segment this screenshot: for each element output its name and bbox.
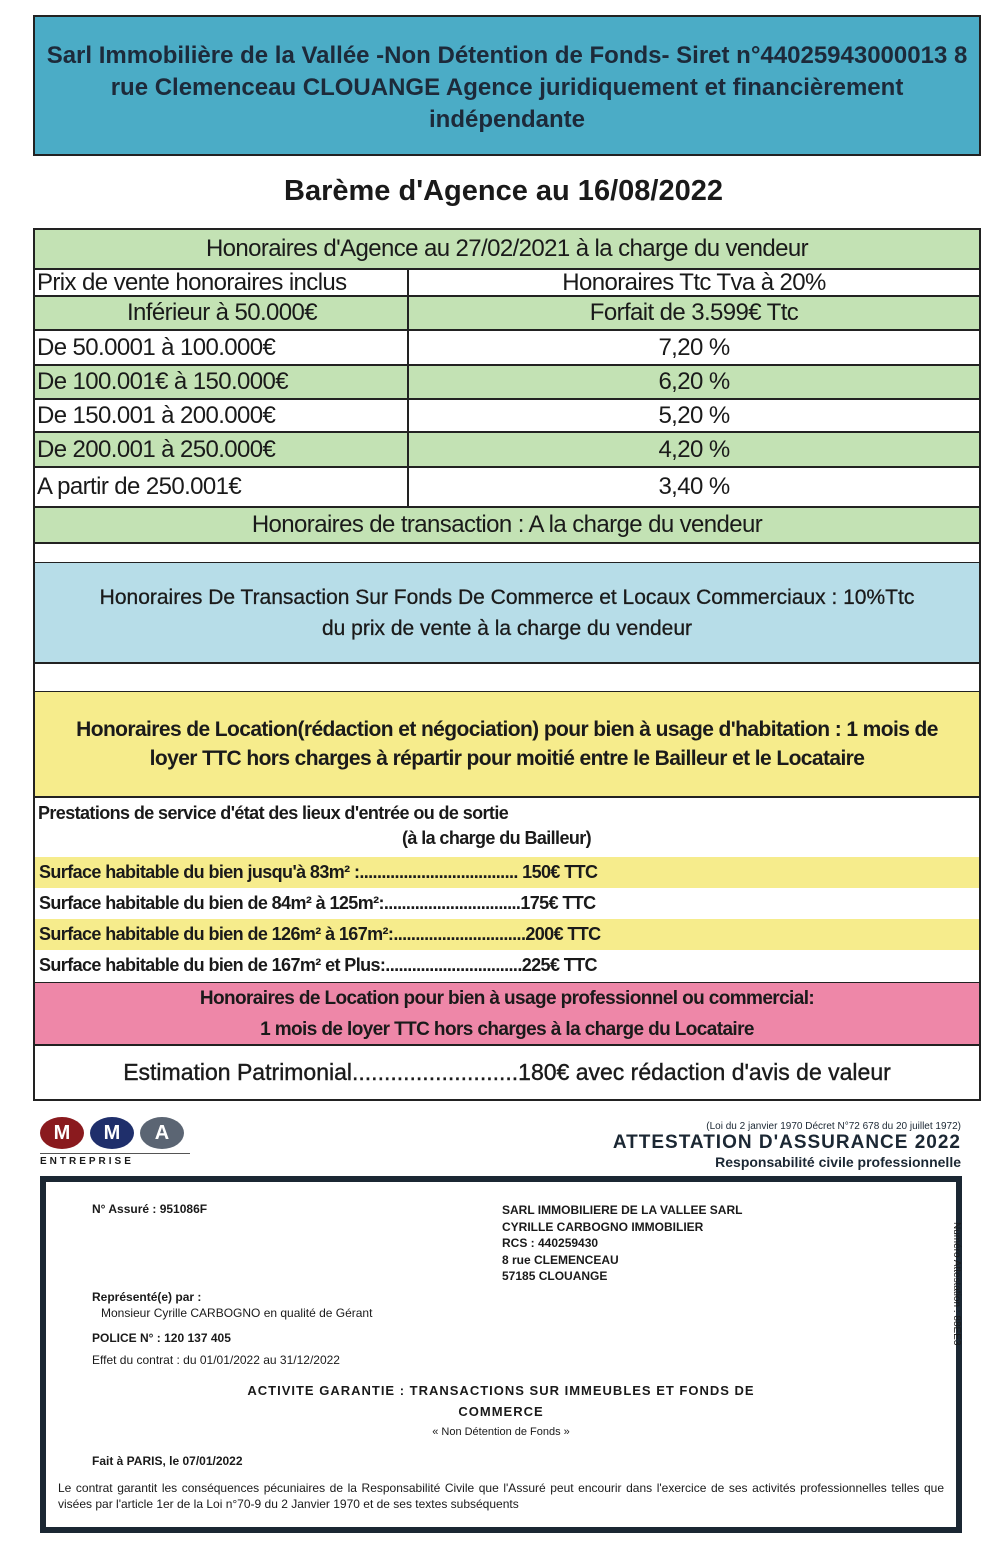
range-cell: De 200.001 à 250.000€: [35, 433, 409, 466]
attestation-number: Numéro Attestation : 88EE3: [951, 1222, 962, 1346]
fee-cell: 3,40 %: [658, 473, 730, 500]
company-line: 8 rue CLEMENCEAU: [502, 1252, 619, 1267]
table-row: De 50.0001 à 100.000€ 7,20 %: [35, 331, 979, 366]
range-cell: De 50.0001 à 100.000€: [35, 331, 409, 364]
signature-date: Fait à PARIS, le 07/01/2022: [92, 1454, 243, 1468]
rental-line: Honoraires de Location(rédaction et négo…: [76, 718, 938, 741]
table-row: De 100.001€ à 150.000€ 6,20 %: [35, 366, 979, 400]
company-line: SARL IMMOBILIERE DE LA VALLEE SARL: [502, 1203, 743, 1217]
activity-line: ACTIVITE GARANTIE : TRANSACTIONS SUR IMM…: [247, 1383, 755, 1398]
fee-cell: Forfait de 3.599€ Ttc: [589, 299, 799, 326]
table-row: Inférieur à 50.000€ Forfait de 3.599€ Ttc: [35, 297, 979, 331]
header-line: indépendante: [428, 106, 585, 133]
service-item: Surface habitable du bien de 84m² à 125m…: [39, 893, 596, 913]
agency-header: Sarl Immobilière de la Vallée -Non Déten…: [33, 15, 981, 156]
contract-period: Effet du contrat : du 01/01/2022 au 31/1…: [92, 1353, 340, 1367]
professional-rental-fees: Honoraires de Location pour bien à usage…: [33, 983, 981, 1046]
logo-letter: A: [140, 1117, 184, 1149]
activity-line: COMMERCE: [458, 1404, 544, 1419]
column-header: Honoraires Ttc Tva à 20%: [562, 268, 826, 296]
column-header: Prix de vente honoraires inclus: [35, 269, 409, 296]
range-cell: De 150.001 à 200.000€: [35, 400, 409, 431]
services-subtitle: (à la charge du Bailleur): [402, 828, 592, 848]
range-cell: Inférieur à 50.000€: [35, 297, 409, 329]
attestation-title: ATTESTATION D'ASSURANCE 2022: [612, 1132, 961, 1153]
represented-label: Représenté(e) par :: [92, 1290, 202, 1304]
commerce-fees: Honoraires De Transaction Sur Fonds De C…: [33, 563, 981, 664]
legal-text: Le contrat garantit les conséquences péc…: [58, 1481, 944, 1511]
inventory-services: Prestations de service d'état des lieux …: [33, 797, 981, 984]
services-title: Prestations de service d'état des lieux …: [38, 803, 509, 823]
logo-letter: M: [40, 1117, 84, 1149]
attestation-header: (Loi du 2 janvier 1970 Décret N°72 678 d…: [613, 1121, 961, 1170]
header-line: Sarl Immobilière de la Vallée -Non Déten…: [46, 42, 968, 69]
logo-subtitle: ENTREPRISE: [40, 1153, 190, 1167]
fee-cell: 6,20 %: [658, 368, 730, 395]
service-item: Surface habitable du bien jusqu'à 83m² :…: [35, 857, 979, 888]
table-heading: Honoraires d'Agence au 27/02/2021 à la c…: [205, 235, 809, 262]
representative: Monsieur Cyrille CARBOGNO en qualité de …: [101, 1306, 373, 1320]
service-item: Surface habitable du bien de 167m² et Pl…: [39, 955, 598, 975]
attestation-subtitle: Responsabilité civile professionnelle: [715, 1154, 961, 1170]
insured-number: N° Assuré : 951086F: [92, 1202, 208, 1216]
company-line: 57185 CLOUANGE: [502, 1269, 608, 1283]
table-row: De 150.001 à 200.000€ 5,20 %: [35, 400, 979, 433]
fee-table: Honoraires d'Agence au 27/02/2021 à la c…: [33, 228, 981, 544]
commerce-line: du prix de vente à la charge du vendeur: [321, 616, 693, 640]
spacer-row: [33, 540, 981, 564]
service-item: Surface habitable du bien de 126m² à 167…: [35, 919, 979, 950]
page-title: Barème d'Agence au 16/08/2022: [284, 175, 723, 207]
fee-cell: 5,20 %: [658, 401, 730, 429]
table-row: De 200.001 à 250.000€ 4,20 %: [35, 433, 979, 468]
insurance-certificate: N° Assuré : 951086F SARL IMMOBILIERE DE …: [40, 1176, 962, 1533]
logo-letter: M: [90, 1117, 134, 1149]
pro-line: 1 mois de loyer TTC hors charges à la ch…: [260, 1018, 754, 1040]
commerce-line: Honoraires De Transaction Sur Fonds De C…: [99, 585, 915, 609]
spacer-row: [33, 663, 981, 693]
guaranteed-activity: ACTIVITE GARANTIE : TRANSACTIONS SUR IMM…: [46, 1380, 956, 1443]
pro-line: Honoraires de Location pour bien à usage…: [199, 987, 815, 1009]
estimation: Estimation Patrimonial..................…: [33, 1045, 981, 1101]
law-reference: (Loi du 2 janvier 1970 Décret N°72 678 d…: [706, 1121, 961, 1132]
policy-number: POLICE N° : 120 137 405: [92, 1331, 231, 1345]
activity-note: « Non Détention de Fonds »: [432, 1426, 570, 1438]
insured-company: SARL IMMOBILIERE DE LA VALLEE SARL CYRIL…: [502, 1202, 742, 1285]
company-line: RCS : 440259430: [502, 1236, 599, 1250]
table-row: A partir de 250.001€ 3,40 %: [35, 468, 979, 508]
fee-cell: 7,20 %: [658, 333, 730, 361]
header-line: rue Clemenceau CLOUANGE Agence juridique…: [110, 74, 904, 101]
range-cell: A partir de 250.001€: [35, 468, 409, 506]
rental-line: loyer TTC hors charges à répartir pour m…: [149, 747, 865, 770]
rental-fees: Honoraires de Location(rédaction et négo…: [33, 692, 981, 798]
fee-cell: 4,20 %: [658, 435, 730, 463]
company-line: CYRILLE CARBOGNO IMMOBILIER: [502, 1219, 704, 1234]
table-footer: Honoraires de transaction : A la charge …: [251, 511, 763, 538]
range-cell: De 100.001€ à 150.000€: [35, 366, 409, 398]
